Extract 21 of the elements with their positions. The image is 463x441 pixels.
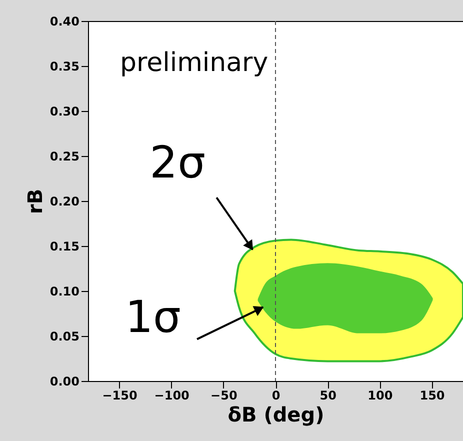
x-tick-label: −50 [210,388,238,402]
annotation: 1σ [125,292,181,344]
y-tick-label: 0.10 [50,284,80,298]
x-axis-title: δB (deg) [228,402,324,426]
y-tick-label: 0.00 [50,374,80,388]
y-tick-label: 0.35 [50,60,80,74]
x-tick-label: −100 [154,388,190,402]
x-tick-label: 0 [272,388,280,402]
x-tick-label: 100 [368,388,393,402]
y-tick-label: 0.25 [50,150,80,164]
y-tick-label: 0.15 [50,240,80,254]
y-tick-label: 0.30 [50,104,80,118]
annotation: 2σ [150,138,206,189]
x-tick-label: 50 [320,388,336,402]
y-tick-label: 0.40 [50,14,80,28]
y-axis-title: rB [22,188,47,214]
x-tick-label: −150 [102,388,138,402]
y-tick-label: 0.20 [50,194,80,208]
y-tick-label: 0.05 [50,330,80,344]
annotation: preliminary [120,48,268,78]
x-tick-label: 150 [420,388,445,402]
